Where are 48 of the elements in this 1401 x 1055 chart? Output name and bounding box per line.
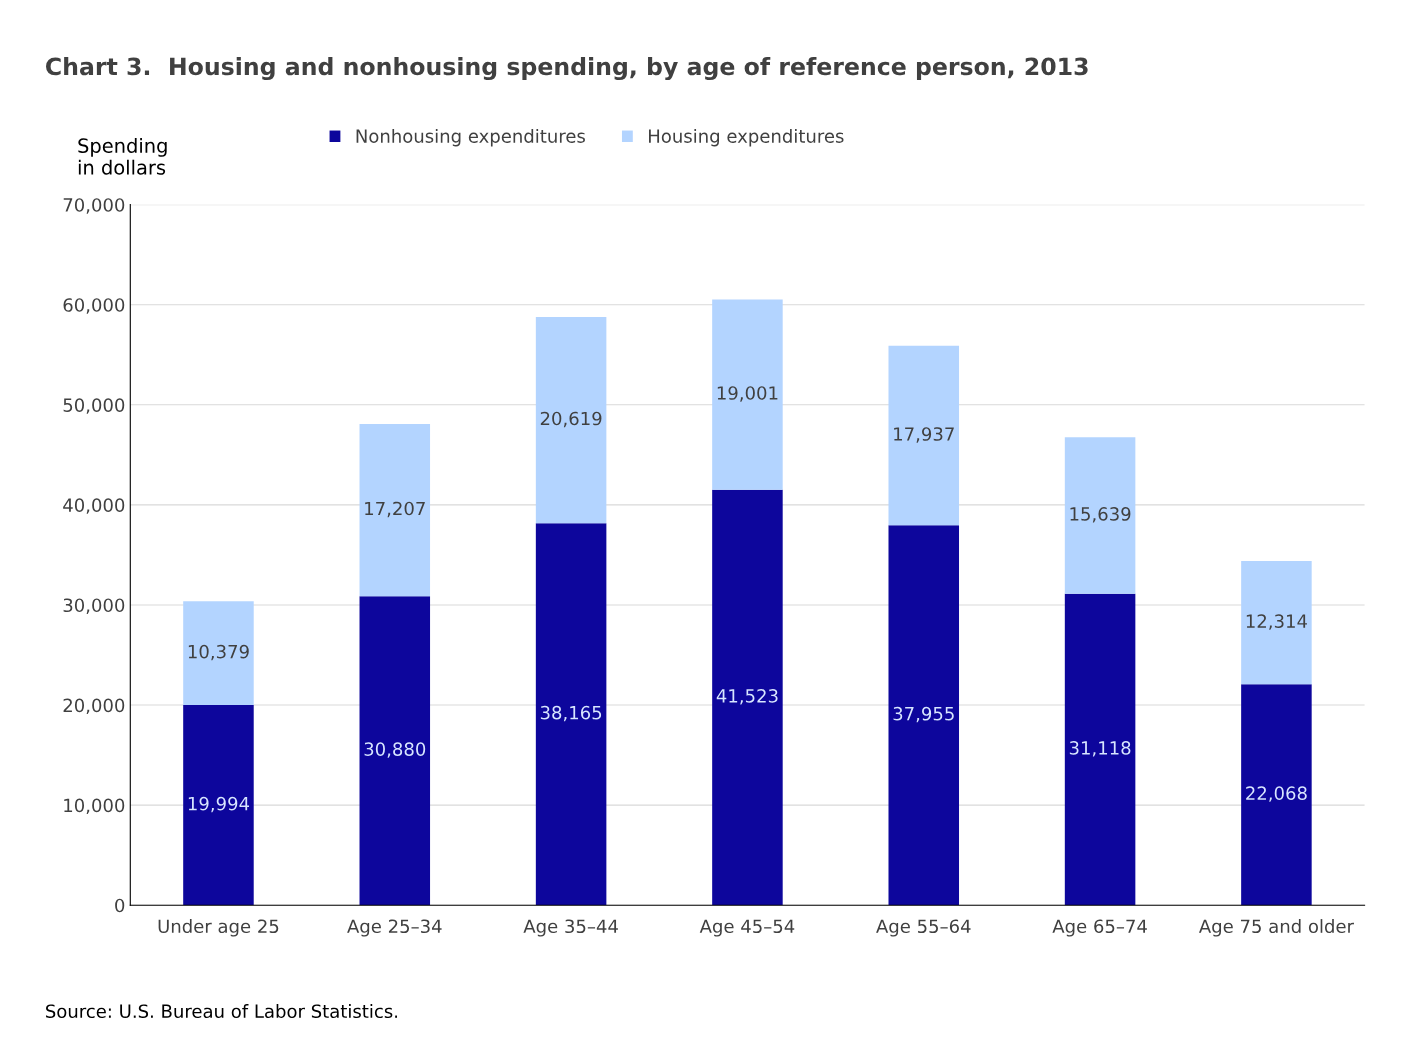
bar	[1064, 437, 1136, 594]
data-label: 10,379	[188, 644, 249, 661]
data-label: 17,207	[365, 501, 425, 518]
y-axis-title: Spending in dollars	[78, 137, 167, 175]
y-tick-label: 50,000	[63, 398, 125, 414]
data-label: 38,165	[540, 705, 602, 722]
x-tick-label: Age 25–34	[347, 919, 442, 937]
bar	[1241, 561, 1312, 685]
y-tick-label: 10,000	[64, 798, 125, 815]
data-label: 19,001	[717, 386, 778, 402]
bar	[359, 423, 431, 597]
chart-title: Chart 3. Housing and nonhousing spending, by age of reference person, 2013	[46, 57, 1088, 81]
bar	[888, 525, 960, 906]
bar	[1241, 684, 1312, 906]
x-tick-label: Age 35–44	[523, 919, 618, 937]
data-label: 31,118	[1069, 741, 1131, 757]
data-label: 30,880	[364, 742, 426, 758]
data-label: 37,955	[893, 706, 954, 723]
bar	[712, 489, 783, 906]
data-label: 20,619	[540, 411, 602, 428]
x-tick-label: Age 75 and older	[1198, 919, 1354, 937]
source-note: Source: U.S. Bureau of Labor Statistics.	[46, 1004, 398, 1019]
data-label: 19,994	[188, 796, 250, 813]
data-label: 15,639	[1070, 507, 1131, 523]
bar	[535, 316, 607, 524]
data-label: 41,523	[716, 689, 778, 705]
bar	[888, 345, 960, 526]
x-tick-label: Age 45–54	[699, 919, 795, 937]
bar	[1064, 593, 1136, 906]
y-tick-label: 70,000	[63, 198, 125, 214]
y-tick-label: 60,000	[63, 298, 125, 314]
data-label: 17,937	[894, 427, 954, 443]
x-tick-label: Age 55–64	[876, 919, 971, 937]
x-tick-label: Under age 25	[158, 919, 279, 937]
bar	[183, 705, 254, 906]
data-label: 12,314	[1246, 614, 1307, 630]
y-tick-label: 40,000	[63, 498, 125, 514]
legend-label: Housing expenditures	[649, 128, 844, 147]
legend-label: Nonhousing expenditures	[356, 128, 585, 147]
x-tick-label: Age 65–74	[1052, 919, 1147, 937]
bar	[183, 601, 254, 706]
y-tick-label: 20,000	[63, 698, 125, 714]
y-tick-label: 0	[115, 898, 125, 913]
bar	[712, 299, 783, 490]
data-label: 22,068	[1246, 786, 1307, 802]
y-tick-label: 30,000	[63, 598, 125, 614]
bar	[535, 523, 607, 906]
bar	[359, 596, 431, 906]
